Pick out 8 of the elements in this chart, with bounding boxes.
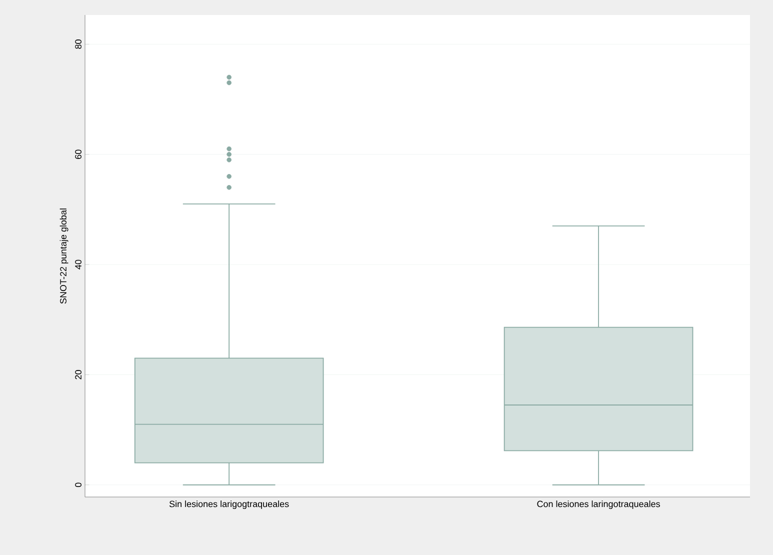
y-tick-label: 0 [75, 482, 82, 488]
x-tick-label: Con lesiones laringotraqueales [537, 500, 660, 509]
y-axis-title: SNOT-22 puntaje global [60, 208, 68, 304]
y-tick-label: 40 [75, 260, 82, 270]
y-tick-label: 60 [75, 150, 82, 159]
y-tick-label: 80 [75, 40, 82, 49]
y-tick-label: 20 [75, 370, 82, 380]
x-tick-label: Sin lesiones larigogtraqueales [169, 500, 289, 509]
